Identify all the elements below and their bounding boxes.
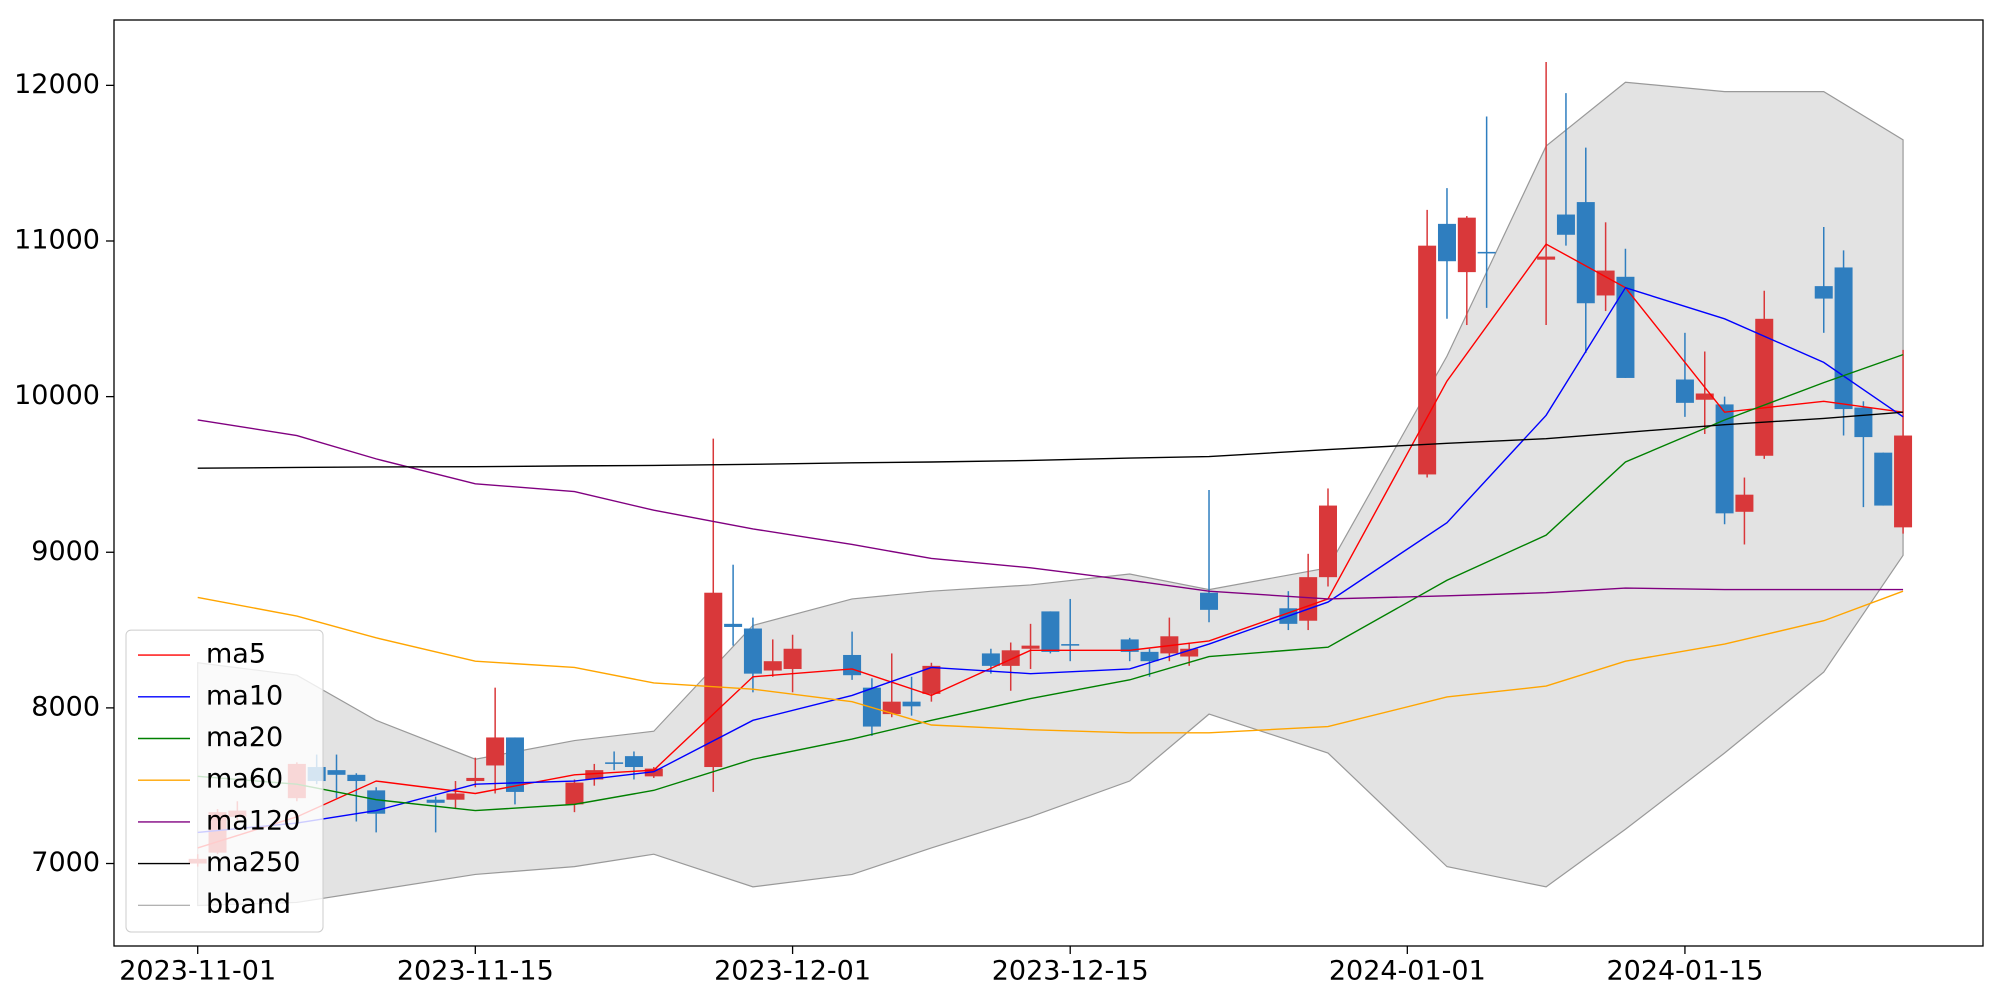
x-tick-label: 2023-12-15: [992, 956, 1149, 987]
candle-body: [1616, 276, 1635, 378]
candle-body: [1041, 611, 1060, 652]
x-tick-label: 2024-01-01: [1329, 956, 1486, 987]
candle-body: [1160, 636, 1179, 654]
candle-body: [1061, 644, 1080, 646]
candle-body: [605, 762, 624, 764]
candle-body: [902, 701, 921, 707]
candle-body: [1457, 217, 1476, 273]
candle-body: [1894, 435, 1913, 528]
ma-line: [197, 419, 1904, 600]
candle-body: [565, 782, 584, 805]
candle-body: [1814, 286, 1833, 299]
y-tick-label: 7000: [31, 847, 100, 878]
candle-body: [1556, 214, 1575, 235]
candle-body: [347, 774, 366, 782]
candle-body: [486, 737, 505, 766]
candle-body: [505, 737, 524, 792]
y-tick-label: 10000: [14, 380, 100, 411]
legend: ma5 ma10 ma20 ma60 ma120 ma250 bband: [125, 629, 324, 933]
candle-body: [327, 770, 346, 775]
candle-body: [1715, 404, 1734, 514]
legend-label: ma10: [206, 680, 283, 711]
candle-body: [1120, 639, 1139, 652]
legend-label: ma20: [206, 722, 283, 753]
legend-label: bband: [206, 889, 291, 920]
ma-line: [197, 353, 1904, 812]
candle-body: [783, 648, 802, 669]
y-tick-label: 11000: [14, 224, 100, 255]
candle-body: [426, 799, 445, 803]
candle-body: [1001, 650, 1020, 666]
y-tick-label: 9000: [31, 536, 100, 567]
candle-body: [1140, 651, 1159, 662]
candle-body: [367, 790, 386, 814]
candle-body: [466, 777, 485, 782]
candle-body: [1299, 577, 1318, 621]
y-tick-label: 12000: [14, 69, 100, 100]
candle-body: [763, 661, 782, 671]
candle-body: [446, 793, 465, 800]
candle-body: [743, 628, 762, 674]
x-tick-label: 2023-12-01: [714, 956, 871, 987]
legend-label: ma120: [206, 805, 300, 836]
plot-frame: [113, 19, 1984, 947]
x-tick-label: 2023-11-01: [119, 956, 276, 987]
legend-label: ma60: [206, 764, 283, 795]
candle-body: [1596, 270, 1615, 296]
candle-body: [1695, 393, 1714, 400]
candle-body: [1200, 592, 1219, 610]
candle-body: [1834, 267, 1853, 410]
candle-body: [1180, 648, 1199, 657]
y-tick-label: 8000: [31, 691, 100, 722]
candle-body: [1437, 223, 1456, 262]
candle-body: [843, 654, 862, 676]
legend-label: ma250: [206, 847, 300, 878]
candle-body: [724, 623, 743, 627]
candle-body: [1477, 251, 1496, 254]
candle-body: [1021, 645, 1040, 649]
candle-body: [644, 768, 663, 777]
candle-body: [882, 701, 901, 715]
candle-body: [1418, 245, 1437, 475]
candle-body: [1537, 256, 1556, 260]
legend-box: [125, 629, 324, 933]
candle-body: [1735, 494, 1754, 512]
candle-body: [704, 592, 723, 768]
candle-body: [1318, 505, 1337, 578]
candle-body: [585, 770, 604, 780]
legend-label: ma5: [206, 639, 266, 670]
candle-body: [1854, 407, 1873, 438]
bollinger-band: [197, 81, 1904, 907]
candle-body: [922, 665, 941, 694]
x-tick-label: 2024-01-15: [1606, 956, 1763, 987]
x-tick-label: 2023-11-15: [397, 956, 554, 987]
candle-body: [1874, 452, 1893, 506]
candle-body: [981, 653, 1000, 666]
ma-line: [197, 411, 1904, 469]
candle-body: [624, 756, 643, 768]
ma-line: [197, 286, 1904, 834]
candle-body: [1576, 202, 1595, 304]
candle-body: [1675, 379, 1694, 403]
ma-line: [197, 590, 1904, 734]
